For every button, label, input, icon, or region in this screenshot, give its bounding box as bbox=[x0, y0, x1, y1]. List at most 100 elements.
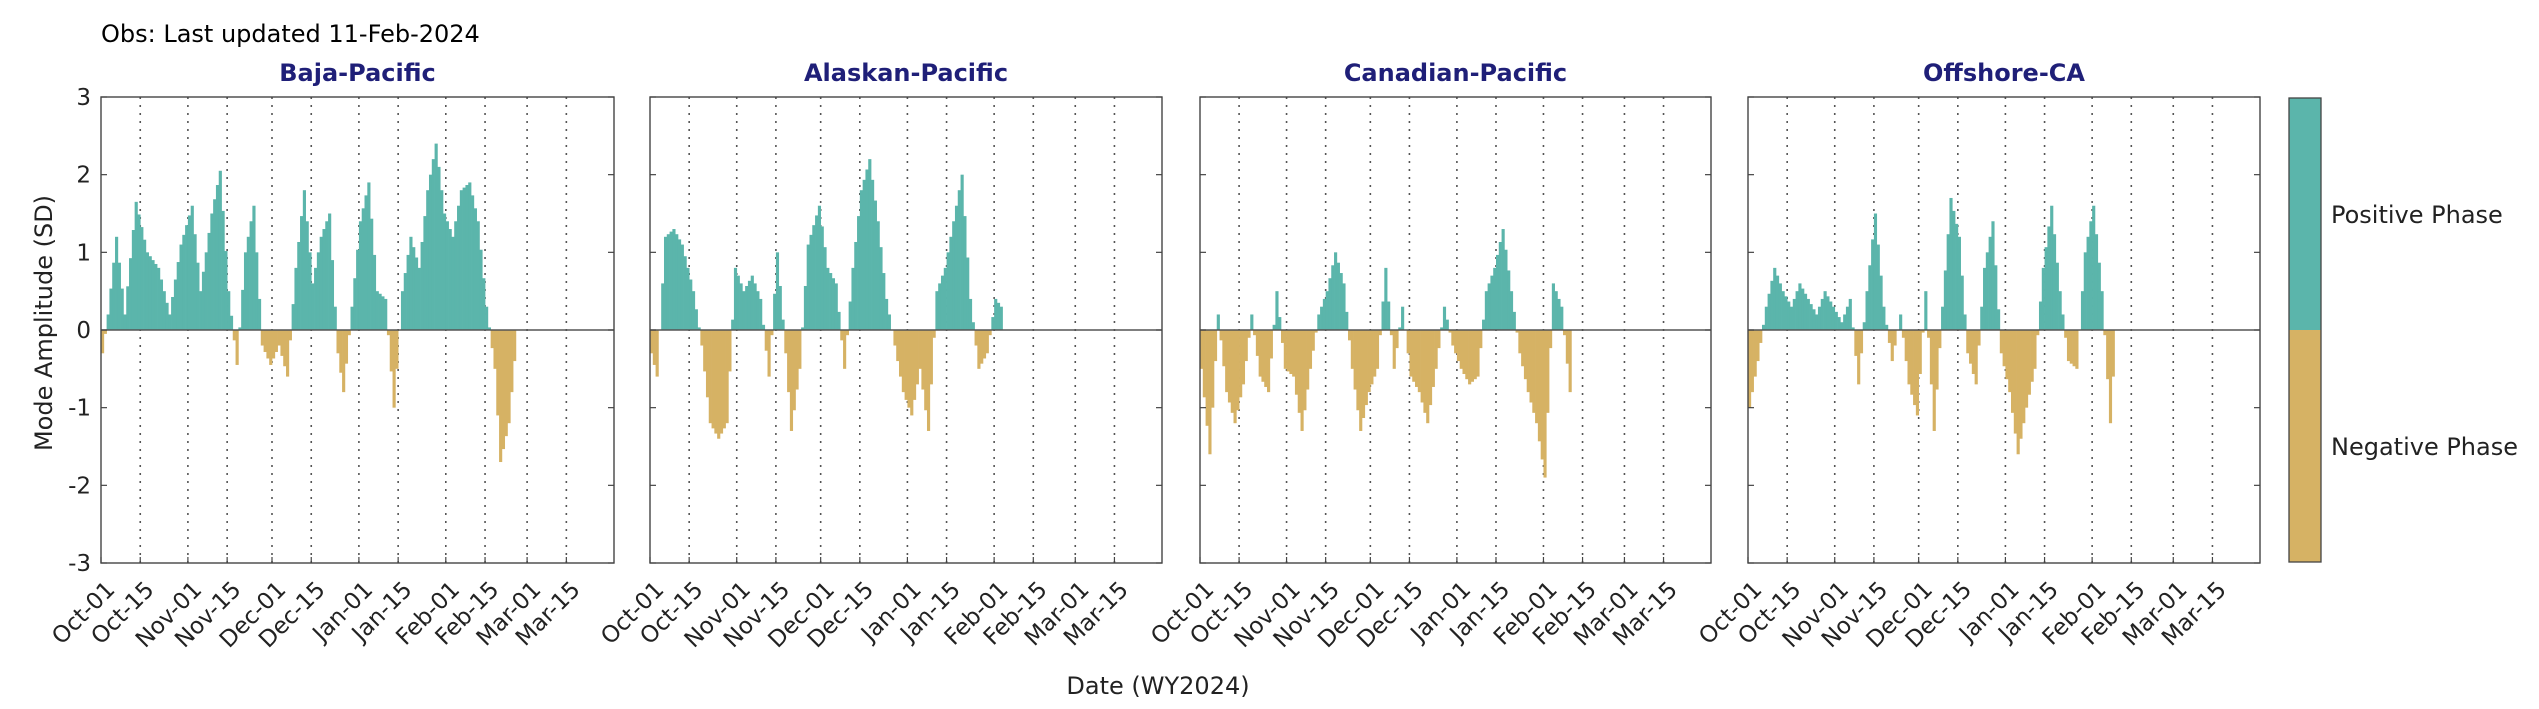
bar bbox=[1294, 330, 1299, 395]
bar bbox=[834, 283, 838, 330]
bar bbox=[672, 229, 676, 330]
bar bbox=[213, 199, 217, 330]
bar bbox=[232, 330, 236, 341]
bar bbox=[943, 267, 947, 330]
bar bbox=[767, 330, 771, 377]
bar bbox=[1431, 330, 1435, 387]
bar bbox=[1532, 330, 1536, 413]
bar bbox=[218, 170, 222, 330]
bar bbox=[2050, 205, 2054, 330]
bar bbox=[1336, 262, 1340, 330]
bar bbox=[1960, 275, 1964, 330]
bar bbox=[1885, 324, 1889, 330]
bar bbox=[487, 327, 491, 330]
bar bbox=[1882, 306, 1886, 330]
bar bbox=[2038, 301, 2043, 330]
bar bbox=[1230, 330, 1234, 413]
bar bbox=[904, 330, 908, 400]
bar bbox=[319, 236, 323, 330]
bar bbox=[1328, 278, 1332, 330]
bar bbox=[361, 208, 365, 330]
bar bbox=[1241, 330, 1246, 385]
bar bbox=[1817, 306, 1822, 330]
bar bbox=[1994, 265, 1998, 330]
bar bbox=[2108, 330, 2113, 424]
bar bbox=[742, 291, 746, 330]
bar bbox=[1840, 322, 1844, 330]
bar bbox=[400, 291, 405, 330]
bar bbox=[101, 330, 105, 354]
bar bbox=[2030, 330, 2034, 382]
bar bbox=[171, 296, 175, 330]
bar bbox=[445, 221, 449, 330]
bar bbox=[1222, 330, 1226, 367]
bar bbox=[1910, 330, 1914, 395]
bar bbox=[650, 330, 654, 354]
bar bbox=[1261, 330, 1265, 382]
bar bbox=[384, 298, 388, 330]
bar bbox=[473, 208, 477, 330]
bar bbox=[1946, 234, 1950, 330]
bar bbox=[1415, 330, 1419, 387]
bar bbox=[2103, 330, 2107, 336]
bar bbox=[286, 330, 290, 377]
bar bbox=[1820, 298, 1824, 330]
bar bbox=[1253, 330, 1257, 336]
bar bbox=[778, 285, 782, 330]
bar bbox=[1367, 330, 1371, 393]
bar bbox=[115, 236, 119, 330]
bar bbox=[1983, 267, 1987, 330]
bar bbox=[907, 330, 911, 408]
bar bbox=[1286, 330, 1290, 372]
bar bbox=[159, 279, 164, 330]
bar bbox=[143, 239, 147, 330]
bar bbox=[1759, 330, 1763, 343]
bar bbox=[260, 330, 264, 346]
bar bbox=[199, 291, 203, 330]
bar bbox=[162, 291, 166, 330]
bar bbox=[1303, 330, 1307, 411]
bar bbox=[1829, 301, 1833, 330]
bar bbox=[1213, 330, 1218, 362]
bar bbox=[1523, 330, 1528, 380]
bar bbox=[238, 327, 242, 330]
bar bbox=[1219, 330, 1223, 341]
bar bbox=[1997, 309, 2001, 330]
bar bbox=[134, 201, 138, 330]
bar bbox=[722, 330, 726, 429]
bar bbox=[344, 330, 349, 364]
bar bbox=[1865, 291, 1869, 330]
legend-positive-label: Positive Phase bbox=[2331, 201, 2503, 229]
bar bbox=[859, 190, 863, 330]
bar bbox=[2106, 330, 2110, 380]
bar bbox=[885, 298, 889, 330]
bar bbox=[406, 254, 410, 330]
bar bbox=[336, 330, 340, 354]
bar bbox=[311, 283, 315, 330]
bar bbox=[1264, 330, 1268, 387]
bar bbox=[389, 330, 393, 372]
bar bbox=[887, 314, 891, 330]
bar bbox=[1515, 330, 1519, 333]
bar bbox=[1479, 330, 1483, 349]
bar bbox=[1551, 283, 1555, 330]
bar bbox=[1941, 306, 1945, 330]
bar bbox=[2016, 330, 2020, 455]
bar bbox=[1314, 330, 1318, 333]
bar bbox=[1356, 330, 1360, 411]
bar bbox=[428, 174, 433, 330]
bar bbox=[1809, 304, 1813, 330]
bar bbox=[1322, 298, 1326, 330]
panel-canadian-pacific: Canadian-PacificOct-01Oct-15Nov-01Nov-15… bbox=[1146, 59, 1712, 653]
bar bbox=[1468, 330, 1472, 385]
bar bbox=[165, 302, 169, 330]
bar bbox=[1988, 236, 1992, 330]
bar bbox=[1767, 293, 1771, 330]
bar bbox=[795, 330, 799, 390]
bar bbox=[1929, 330, 1934, 385]
bar bbox=[733, 267, 738, 330]
bar bbox=[1773, 267, 1777, 330]
bar bbox=[2092, 205, 2096, 330]
bar bbox=[1955, 223, 1959, 330]
bar bbox=[899, 330, 903, 377]
